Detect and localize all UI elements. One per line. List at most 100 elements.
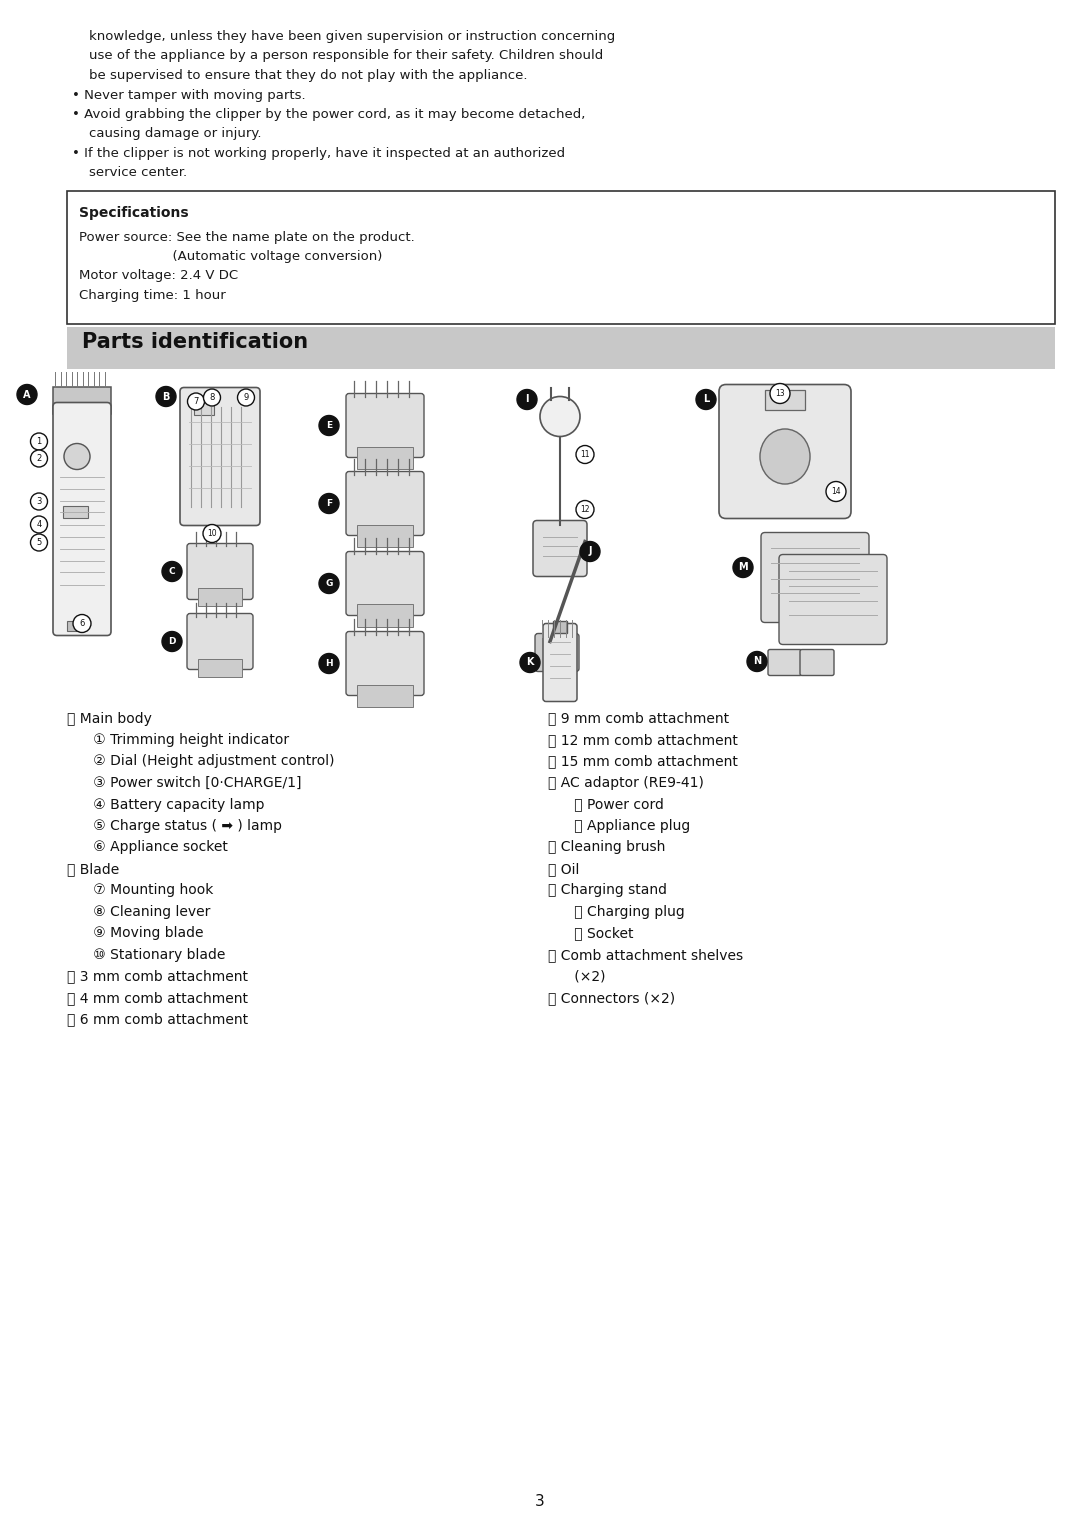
Text: ② Dial (Height adjustment control): ② Dial (Height adjustment control) [67, 755, 335, 769]
Text: 8: 8 [210, 393, 215, 402]
Text: L: L [703, 394, 710, 405]
FancyBboxPatch shape [357, 446, 413, 469]
Circle shape [696, 390, 716, 409]
Text: Ⓑ Blade: Ⓑ Blade [67, 861, 119, 877]
Text: Ⓐ Main body: Ⓐ Main body [67, 711, 152, 726]
Text: be supervised to ensure that they do not play with the appliance.: be supervised to ensure that they do not… [72, 68, 527, 82]
Text: ⑤ Charge status ( ➡ ) lamp: ⑤ Charge status ( ➡ ) lamp [67, 819, 282, 833]
Text: ⑫ Appliance plug: ⑫ Appliance plug [548, 819, 690, 833]
Text: Ⓗ 15 mm comb attachment: Ⓗ 15 mm comb attachment [548, 755, 738, 769]
Text: 3: 3 [37, 498, 42, 505]
Text: A: A [24, 390, 30, 399]
FancyBboxPatch shape [53, 387, 111, 414]
FancyBboxPatch shape [67, 190, 1055, 324]
Ellipse shape [760, 429, 810, 484]
Circle shape [770, 384, 789, 403]
Text: E: E [326, 422, 332, 431]
Text: 6: 6 [79, 619, 84, 629]
Text: 14: 14 [832, 487, 841, 496]
FancyBboxPatch shape [543, 624, 577, 702]
Circle shape [517, 390, 537, 409]
Circle shape [188, 393, 204, 409]
Text: 10: 10 [207, 530, 217, 537]
Text: Ⓘ AC adaptor (RE9-41): Ⓘ AC adaptor (RE9-41) [548, 776, 704, 790]
Text: N: N [753, 656, 761, 667]
Text: ⑩ Stationary blade: ⑩ Stationary blade [67, 948, 226, 962]
Text: 4: 4 [37, 521, 42, 530]
FancyBboxPatch shape [535, 633, 579, 671]
Text: ⑬ Charging plug: ⑬ Charging plug [548, 906, 685, 919]
Text: Ⓛ Charging stand: Ⓛ Charging stand [548, 883, 667, 898]
Text: • Never tamper with moving parts.: • Never tamper with moving parts. [72, 88, 306, 102]
Text: Ⓓ 4 mm comb attachment: Ⓓ 4 mm comb attachment [67, 991, 248, 1005]
FancyBboxPatch shape [194, 397, 214, 414]
Text: ⑥ Appliance socket: ⑥ Appliance socket [67, 840, 228, 854]
Text: • If the clipper is not working properly, have it inspected at an authorized: • If the clipper is not working properly… [72, 148, 565, 160]
FancyBboxPatch shape [67, 621, 82, 632]
Text: 2: 2 [37, 454, 42, 463]
Text: ③ Power switch [0·CHARGE/1]: ③ Power switch [0·CHARGE/1] [67, 776, 301, 790]
Text: B: B [162, 391, 170, 402]
Circle shape [826, 481, 846, 502]
FancyBboxPatch shape [719, 385, 851, 519]
FancyBboxPatch shape [180, 388, 260, 525]
Text: H: H [325, 659, 333, 668]
Text: • Avoid grabbing the clipper by the power cord, as it may become detached,: • Avoid grabbing the clipper by the powe… [72, 108, 585, 122]
Text: C: C [168, 568, 175, 575]
FancyBboxPatch shape [346, 551, 424, 615]
Circle shape [156, 387, 176, 406]
Text: 11: 11 [580, 451, 590, 460]
Text: ⑧ Cleaning lever: ⑧ Cleaning lever [67, 906, 211, 919]
Text: Ⓔ 6 mm comb attachment: Ⓔ 6 mm comb attachment [67, 1012, 248, 1026]
Text: use of the appliance by a person responsible for their safety. Children should: use of the appliance by a person respons… [72, 50, 604, 62]
Circle shape [319, 416, 339, 435]
Text: knowledge, unless they have been given supervision or instruction concerning: knowledge, unless they have been given s… [72, 30, 616, 43]
FancyBboxPatch shape [198, 589, 242, 606]
Circle shape [319, 574, 339, 594]
Text: ④ Battery capacity lamp: ④ Battery capacity lamp [67, 798, 265, 811]
Circle shape [73, 615, 91, 633]
Text: M: M [739, 563, 747, 572]
FancyBboxPatch shape [187, 543, 253, 600]
Circle shape [203, 390, 220, 406]
Text: Ⓚ Oil: Ⓚ Oil [548, 861, 579, 877]
Circle shape [580, 542, 600, 562]
FancyBboxPatch shape [768, 650, 802, 676]
Circle shape [64, 443, 90, 469]
FancyBboxPatch shape [765, 390, 805, 409]
Text: Charging time: 1 hour: Charging time: 1 hour [79, 289, 226, 301]
Text: Ⓕ 9 mm comb attachment: Ⓕ 9 mm comb attachment [548, 711, 729, 726]
Text: J: J [589, 546, 592, 557]
Text: Motor voltage: 2.4 V DC: Motor voltage: 2.4 V DC [79, 269, 238, 283]
Text: K: K [526, 658, 534, 668]
Circle shape [30, 493, 48, 510]
Text: ① Trimming height indicator: ① Trimming height indicator [67, 734, 289, 747]
Circle shape [319, 493, 339, 513]
Circle shape [238, 390, 255, 406]
Text: Parts identification: Parts identification [82, 332, 308, 353]
Text: (×2): (×2) [548, 970, 606, 983]
Text: I: I [525, 394, 529, 405]
FancyBboxPatch shape [553, 621, 567, 633]
FancyBboxPatch shape [63, 507, 87, 519]
Text: ⑭ Socket: ⑭ Socket [548, 927, 634, 941]
Text: Ⓖ 12 mm comb attachment: Ⓖ 12 mm comb attachment [548, 734, 738, 747]
Text: ⑦ Mounting hook: ⑦ Mounting hook [67, 883, 214, 898]
Text: 7: 7 [193, 397, 199, 406]
Text: ⑨ Moving blade: ⑨ Moving blade [67, 927, 203, 941]
Text: 1: 1 [37, 437, 42, 446]
FancyBboxPatch shape [67, 327, 1055, 368]
FancyBboxPatch shape [187, 613, 253, 670]
Text: (Automatic voltage conversion): (Automatic voltage conversion) [79, 250, 382, 263]
Circle shape [519, 653, 540, 673]
Text: ⑪ Power cord: ⑪ Power cord [548, 798, 664, 811]
Circle shape [733, 557, 753, 577]
Circle shape [162, 562, 183, 581]
Circle shape [203, 525, 221, 542]
FancyBboxPatch shape [357, 685, 413, 706]
Text: Ⓒ 3 mm comb attachment: Ⓒ 3 mm comb attachment [67, 970, 248, 983]
Text: 9: 9 [243, 393, 248, 402]
FancyBboxPatch shape [198, 659, 242, 676]
FancyBboxPatch shape [346, 472, 424, 536]
FancyBboxPatch shape [357, 604, 413, 627]
